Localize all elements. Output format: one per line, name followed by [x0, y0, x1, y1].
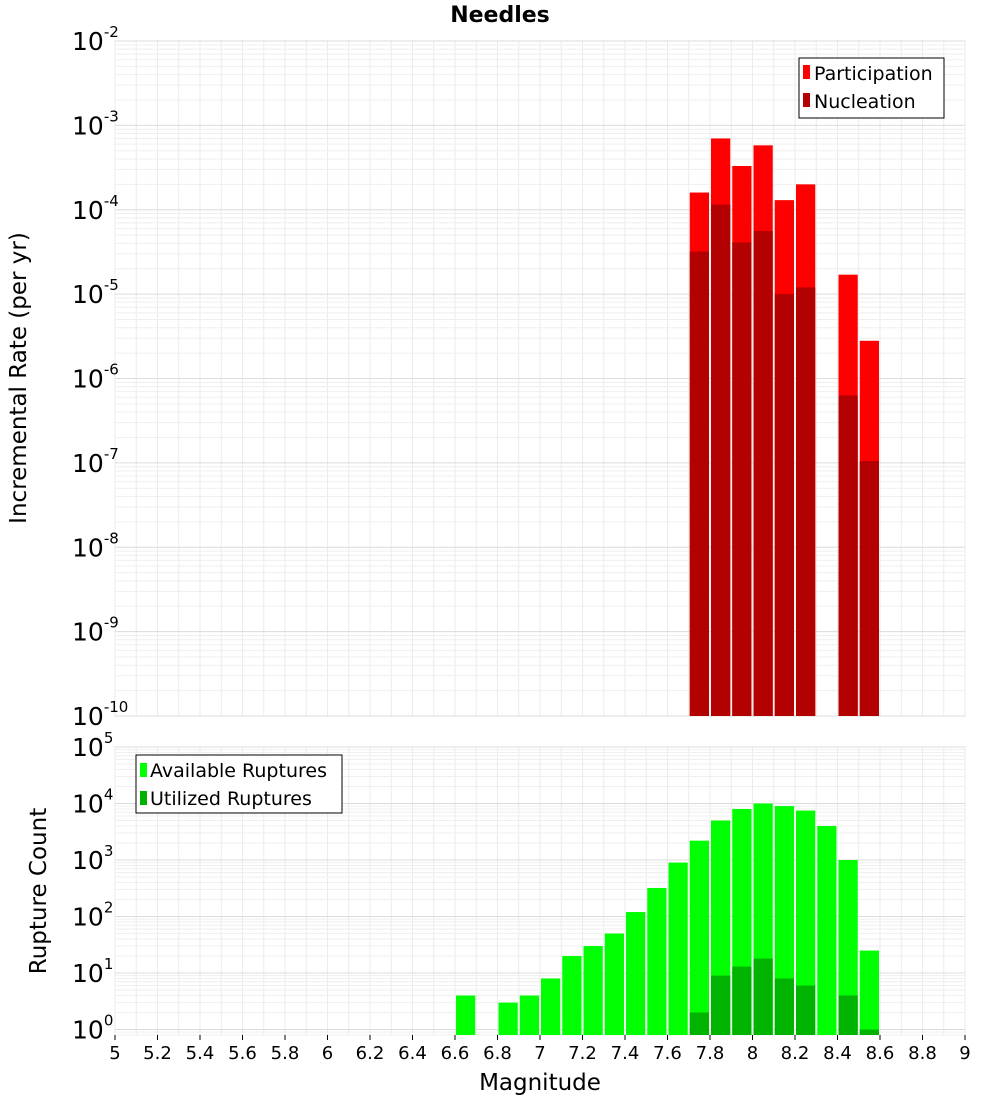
x-tick-label: 8.8 [908, 1043, 937, 1064]
x-tick-label: 7.2 [568, 1043, 597, 1064]
x-tick-label: 8.6 [866, 1043, 895, 1064]
y-tick-label: 102 [72, 899, 113, 932]
available-ruptures-bar [796, 810, 816, 1035]
utilized-legend-label: Utilized Ruptures [150, 788, 312, 810]
y-tick-label: 103 [72, 842, 113, 875]
nucleation-bar [753, 230, 773, 716]
available-ruptures-bar [583, 946, 603, 1035]
available-ruptures-bar [859, 950, 879, 1035]
utilized-ruptures-bar [774, 978, 794, 1035]
utilized-ruptures-bar [859, 1029, 879, 1035]
y-tick-label: 10-2 [72, 23, 119, 56]
rate-panel: 10-10 10-9 10-8 10-7 10-6 10-5 10-4 10-3 10-2 In… [6, 23, 966, 731]
rate-legend-box [798, 57, 945, 119]
y-tick-label: 10-9 [72, 614, 119, 647]
chart-title: Needles [450, 3, 550, 28]
available-ruptures-bar [626, 912, 646, 1035]
available-ruptures-bar [817, 825, 837, 1035]
utilized-ruptures-bar [753, 958, 773, 1035]
nucleation-bar [732, 242, 752, 716]
x-tick-label: 9 [959, 1043, 970, 1064]
nucleation-bar [689, 251, 709, 716]
x-tick-label: 5 [109, 1043, 120, 1064]
rate-y-ticks: 10-10 10-9 10-8 10-7 10-6 10-5 10-4 10-3 10-2 [72, 23, 128, 731]
x-tick-label: 5.4 [186, 1043, 215, 1064]
y-tick-label: 10-3 [72, 107, 119, 140]
x-tick-label: 7.4 [611, 1043, 640, 1064]
x-tick-label: 7.6 [653, 1043, 682, 1064]
y-tick-label: 10-5 [72, 276, 119, 309]
y-tick-label: 10-4 [72, 192, 119, 225]
utilized-ruptures-bar [838, 995, 858, 1035]
count-y-ticks: 100 101 102 103 104 105 [72, 729, 113, 1045]
rate-legend: Participation Nucleation [798, 57, 945, 119]
nucleation-bar [859, 461, 879, 716]
nucleation-legend-swatch [803, 93, 810, 107]
y-tick-label: 100 [72, 1012, 113, 1045]
y-tick-label: 104 [72, 786, 113, 819]
available-ruptures-bar [498, 1002, 518, 1035]
y-tick-label: 101 [72, 955, 113, 988]
x-axis-ticks: 5 5.2 5.4 5.6 5.8 6 6.2 6.4 6.6 6.8 7 7.2 7.4 7.6 7.8 8… [109, 1035, 971, 1064]
x-tick-label: 8 [747, 1043, 758, 1064]
available-ruptures-bar [456, 995, 476, 1035]
x-tick-label: 6.6 [441, 1043, 470, 1064]
x-tick-label: 8.4 [823, 1043, 852, 1064]
participation-legend-swatch [803, 65, 810, 79]
nucleation-bar [711, 204, 731, 717]
nucleation-legend-label: Nucleation [814, 91, 916, 113]
x-tick-label: 7.8 [696, 1043, 725, 1064]
nucleation-bar [838, 395, 858, 716]
count-legend: Available Ruptures Utilized Ruptures [135, 754, 343, 814]
x-tick-label: 5.8 [271, 1043, 300, 1064]
available-legend-swatch [140, 763, 147, 777]
available-ruptures-bar [689, 840, 709, 1035]
x-tick-label: 6.8 [483, 1043, 512, 1064]
utilized-ruptures-bar [711, 975, 731, 1035]
count-panel: 100 101 102 103 104 105 Rupture Count Availab… [26, 729, 966, 1045]
utilized-ruptures-bar [689, 1012, 709, 1035]
y-tick-label: 10-10 [72, 698, 128, 731]
utilized-ruptures-bar [732, 966, 752, 1035]
count-bars [456, 803, 879, 1035]
count-legend-box [135, 754, 343, 814]
available-ruptures-bar [774, 806, 794, 1035]
x-tick-label: 5.6 [228, 1043, 257, 1064]
available-ruptures-bar [562, 956, 582, 1035]
nucleation-bar [774, 294, 794, 716]
y-tick-label: 10-6 [72, 361, 119, 394]
utilized-legend-swatch [140, 791, 147, 805]
rate-bars [689, 138, 879, 717]
x-tick-label: 6.4 [398, 1043, 427, 1064]
y-tick-label: 105 [72, 729, 113, 762]
available-ruptures-bar [838, 860, 858, 1035]
rate-y-axis-label: Incremental Rate (per yr) [6, 232, 32, 524]
x-tick-label: 8.2 [781, 1043, 810, 1064]
x-tick-label: 6.2 [356, 1043, 385, 1064]
available-ruptures-bar [604, 933, 624, 1035]
x-axis-label: Magnitude [479, 1070, 601, 1096]
x-tick-label: 6 [322, 1043, 333, 1064]
available-ruptures-bar [541, 978, 561, 1035]
rate-gridlines [114, 40, 966, 717]
y-tick-label: 10-8 [72, 529, 119, 562]
y-tick-label: 10-7 [72, 445, 119, 478]
participation-legend-label: Participation [814, 63, 933, 85]
nucleation-bar [796, 287, 816, 716]
utilized-ruptures-bar [796, 985, 816, 1035]
available-legend-label: Available Ruptures [150, 760, 327, 782]
available-ruptures-bar [647, 887, 667, 1035]
count-y-axis-label: Rupture Count [26, 808, 52, 974]
x-tick-label: 5.2 [143, 1043, 172, 1064]
available-ruptures-bar [519, 995, 539, 1035]
x-tick-label: 7 [534, 1043, 545, 1064]
available-ruptures-bar [668, 862, 688, 1035]
